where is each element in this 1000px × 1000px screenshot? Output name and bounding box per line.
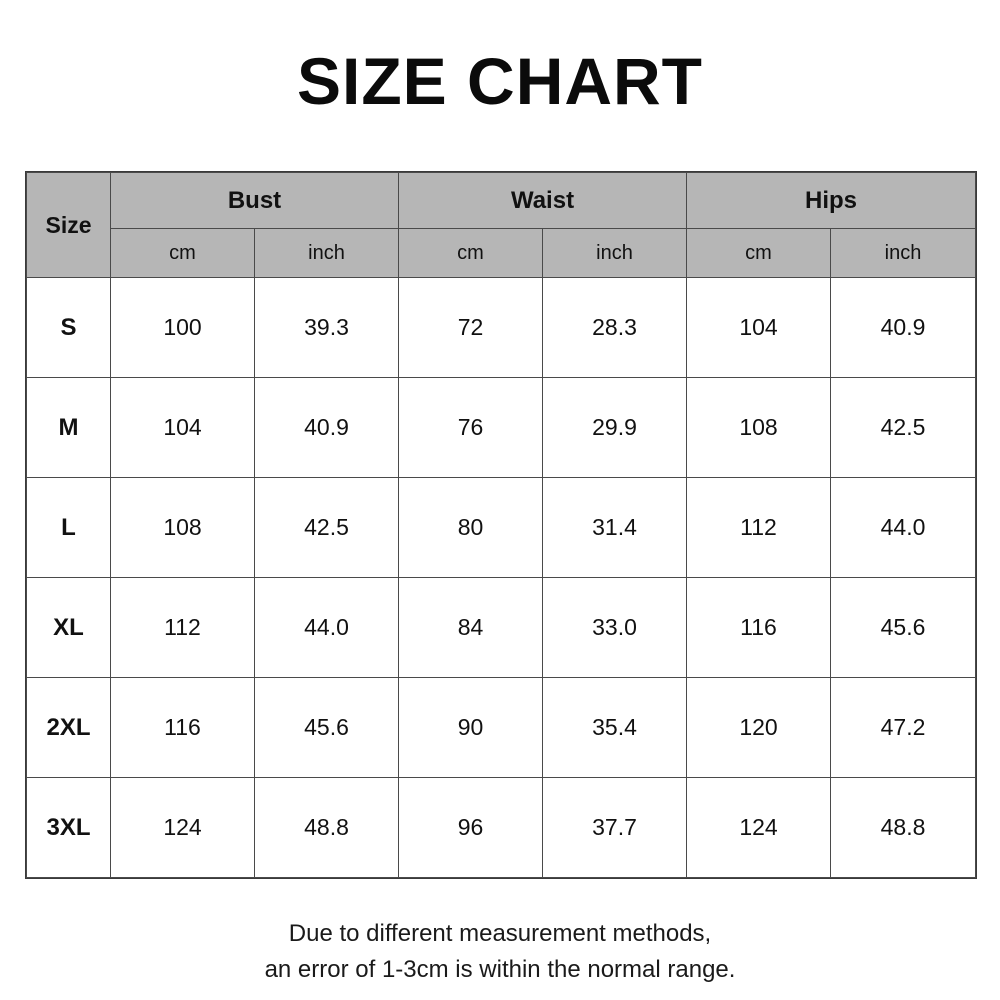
cell-waist-inch: 31.4: [542, 477, 687, 578]
table-row: 2XL 116 45.6 90 35.4 120 47.2: [26, 677, 977, 778]
cell-hips-inch: 40.9: [829, 277, 977, 378]
cell-waist-inch: 35.4: [542, 677, 687, 778]
header-row-units: cm inch cm inch cm inch: [27, 228, 977, 278]
cell-hips-inch: 44.0: [829, 477, 977, 578]
cell-hips-cm: 104: [686, 277, 831, 378]
header-group-bust: Bust: [110, 172, 399, 229]
cell-bust-inch: 44.0: [254, 577, 399, 678]
table-row: L 108 42.5 80 31.4 112 44.0: [26, 477, 977, 578]
cell-hips-inch: 48.8: [829, 777, 977, 878]
cell-bust-inch: 42.5: [254, 477, 399, 578]
cell-waist-cm: 96: [398, 777, 543, 878]
size-chart-table-container: Size Bust Waist Hips cm inch cm inch cm …: [24, 171, 978, 879]
cell-bust-cm: 116: [110, 677, 255, 778]
size-chart-table: Size Bust Waist Hips cm inch cm inch cm …: [24, 171, 978, 879]
cell-hips-cm: 116: [686, 577, 831, 678]
header-unit-waist-cm: cm: [398, 228, 543, 278]
cell-bust-inch: 48.8: [254, 777, 399, 878]
row-size-label: 2XL: [26, 677, 111, 778]
cell-bust-cm: 104: [110, 377, 255, 478]
row-size-label: 3XL: [26, 777, 111, 878]
header-unit-hips-inch: inch: [829, 228, 977, 278]
cell-waist-cm: 76: [398, 377, 543, 478]
cell-bust-cm: 112: [110, 577, 255, 678]
cell-bust-inch: 40.9: [254, 377, 399, 478]
header-size: Size: [26, 172, 111, 278]
cell-hips-cm: 112: [686, 477, 831, 578]
table-row: M 104 40.9 76 29.9 108 42.5: [26, 377, 977, 478]
page-title: SIZE CHART: [297, 44, 703, 118]
row-size-label: M: [26, 377, 111, 478]
cell-waist-inch: 37.7: [542, 777, 687, 878]
header-unit-hips-cm: cm: [686, 228, 831, 278]
measurement-note-line-1: Due to different measurement methods,: [288, 920, 712, 947]
table-row: 3XL 124 48.8 96 37.7 124 48.8: [26, 777, 977, 878]
cell-bust-inch: 45.6: [254, 677, 399, 778]
cell-hips-cm: 124: [686, 777, 831, 878]
cell-waist-cm: 72: [398, 277, 543, 378]
cell-hips-cm: 120: [686, 677, 831, 778]
cell-waist-cm: 84: [398, 577, 543, 678]
header-group-hips: Hips: [685, 172, 977, 229]
row-size-label: L: [26, 477, 111, 578]
cell-waist-cm: 90: [398, 677, 543, 778]
cell-hips-inch: 47.2: [829, 677, 977, 778]
header-group-waist: Waist: [398, 172, 687, 229]
cell-bust-cm: 100: [110, 277, 255, 378]
header-row-groups: Size Bust Waist Hips: [26, 172, 977, 278]
cell-waist-cm: 80: [398, 477, 543, 578]
header-unit-waist-inch: inch: [542, 228, 687, 278]
table-header: Size Bust Waist Hips cm inch cm inch cm …: [26, 172, 977, 278]
cell-waist-inch: 29.9: [542, 377, 687, 478]
measurement-note-line-2: an error of 1-3cm is within the normal r…: [264, 956, 736, 983]
row-size-label: XL: [26, 577, 111, 678]
measurement-note: Due to different measurement methods, an…: [0, 916, 1000, 988]
header-unit-bust-inch: inch: [254, 228, 399, 278]
header-unit-bust-cm: cm: [110, 228, 255, 278]
cell-hips-inch: 42.5: [829, 377, 977, 478]
cell-bust-inch: 39.3: [254, 277, 399, 378]
table-row: XL 112 44.0 84 33.0 116 45.6: [26, 577, 977, 678]
cell-bust-cm: 108: [110, 477, 255, 578]
row-size-label: S: [26, 277, 111, 378]
cell-waist-inch: 33.0: [542, 577, 687, 678]
table-body: S 100 39.3 72 28.3 104 40.9 M 104 40.9 7…: [26, 277, 977, 878]
table-row: S 100 39.3 72 28.3 104 40.9: [26, 277, 977, 378]
cell-bust-cm: 124: [110, 777, 255, 878]
cell-waist-inch: 28.3: [542, 277, 687, 378]
cell-hips-inch: 45.6: [829, 577, 977, 678]
cell-hips-cm: 108: [686, 377, 831, 478]
